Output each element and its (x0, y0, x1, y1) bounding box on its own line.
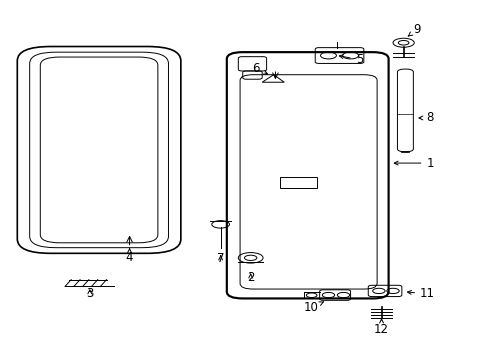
Bar (279, 177, 316, 188)
Text: 1: 1 (393, 157, 433, 170)
Text: 10: 10 (303, 301, 323, 314)
Text: 3: 3 (86, 287, 93, 301)
Text: 11: 11 (407, 287, 434, 301)
Text: 5: 5 (339, 53, 363, 66)
Text: 8: 8 (418, 112, 433, 125)
Text: 12: 12 (373, 319, 388, 336)
Text: 6: 6 (252, 62, 267, 75)
Text: 9: 9 (407, 23, 420, 36)
Text: 2: 2 (246, 271, 254, 284)
Text: 4: 4 (125, 248, 133, 264)
Polygon shape (262, 75, 284, 82)
Text: 7: 7 (217, 252, 224, 265)
